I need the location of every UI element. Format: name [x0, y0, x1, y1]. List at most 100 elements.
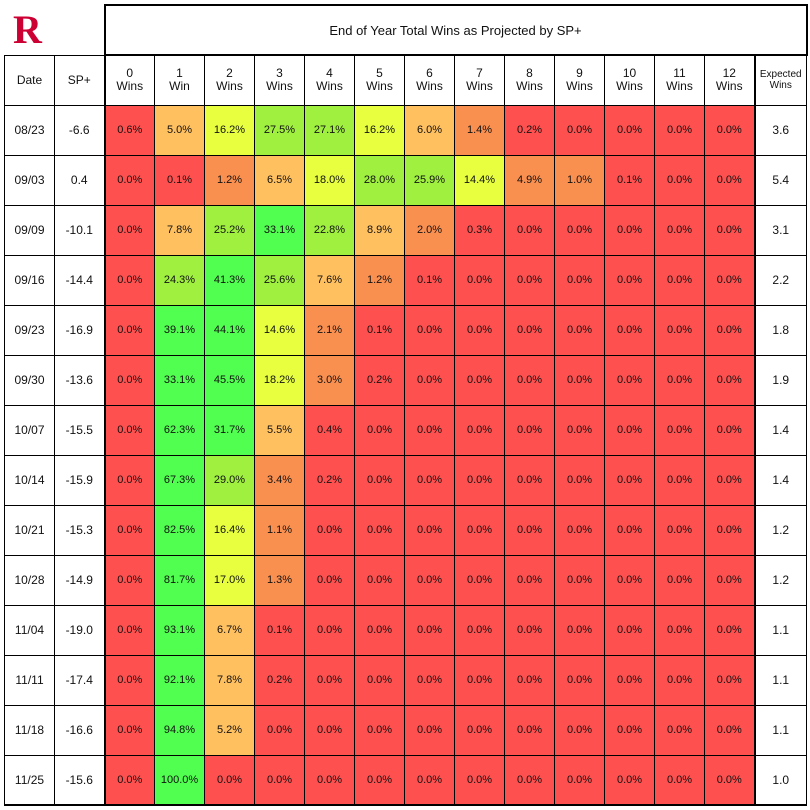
heatmap-cell: 62.3% [154, 404, 205, 456]
heatmap-cell: 1.4% [454, 104, 505, 156]
heatmap-cell: 7.8% [154, 204, 205, 256]
heatmap-cell: 0.0% [704, 604, 756, 656]
row-expected-wins: 1.2 [754, 504, 807, 556]
heatmap-cell: 0.0% [654, 654, 705, 706]
header-wins-5: 5 Wins [354, 54, 405, 106]
heatmap-cell: 1.0% [554, 154, 605, 206]
heatmap-cell: 25.9% [404, 154, 455, 206]
heatmap-cell: 0.0% [654, 204, 705, 256]
heatmap-cell: 7.8% [204, 654, 255, 706]
row-date: 09/30 [4, 354, 55, 406]
heatmap-cell: 25.6% [254, 254, 305, 306]
heatmap-cell: 0.0% [454, 704, 505, 756]
heatmap-cell: 0.0% [404, 554, 455, 606]
heatmap-cell: 0.0% [103, 754, 155, 806]
row-sp-rating: -6.6 [54, 104, 105, 156]
heatmap-cell: 0.0% [103, 304, 155, 356]
heatmap-cell: 0.0% [654, 104, 705, 156]
heatmap-cell: 8.9% [354, 204, 405, 256]
heatmap-cell: 1.2% [204, 154, 255, 206]
row-date: 10/28 [4, 554, 55, 606]
heatmap-cell: 0.0% [604, 554, 655, 606]
heatmap-cell: 22.8% [304, 204, 355, 256]
wins-heatmap-table: End of Year Total Wins as Projected by S… [4, 4, 808, 806]
heatmap-cell: 0.0% [704, 554, 756, 606]
heatmap-cell: 0.0% [354, 604, 405, 656]
heatmap-cell: 0.0% [554, 454, 605, 506]
heatmap-cell: 0.0% [103, 704, 155, 756]
row-sp-rating: -13.6 [54, 354, 105, 406]
heatmap-cell: 27.1% [304, 104, 355, 156]
heatmap-cell: 0.0% [404, 454, 455, 506]
heatmap-cell: 0.0% [604, 304, 655, 356]
header-date: Date [4, 54, 55, 106]
row-sp-rating: -15.6 [54, 754, 105, 806]
heatmap-cell: 0.0% [103, 604, 155, 656]
heatmap-cell: 0.1% [154, 154, 205, 206]
heatmap-cell: 0.0% [504, 754, 555, 806]
heatmap-cell: 0.0% [103, 654, 155, 706]
table-row: 11/04 -19.0 0.0% 93.1% 6.7% 0.1% 0.0% 0.0% 0.0% 0… [4, 604, 807, 656]
row-date: 08/23 [4, 104, 55, 156]
table-row: 09/16 -14.4 0.0% 24.3% 41.3% 25.6% 7.6% 1.2% 0.1… [4, 254, 807, 306]
heatmap-cell: 41.3% [204, 254, 255, 306]
heatmap-cell: 0.2% [304, 454, 355, 506]
heatmap-cell: 33.1% [154, 354, 205, 406]
heatmap-cell: 31.7% [204, 404, 255, 456]
heatmap-cell: 0.0% [704, 504, 756, 556]
row-sp-rating: 0.4 [54, 154, 105, 206]
heatmap-cell: 0.0% [103, 454, 155, 506]
heatmap-cell: 33.1% [254, 204, 305, 256]
heatmap-cell: 0.0% [654, 754, 705, 806]
heatmap-cell: 1.3% [254, 554, 305, 606]
heatmap-cell: 0.0% [304, 654, 355, 706]
heatmap-cell: 0.0% [704, 304, 756, 356]
heatmap-cell: 0.0% [604, 254, 655, 306]
row-sp-rating: -19.0 [54, 604, 105, 656]
header-expected-wins: Expected Wins [754, 54, 807, 106]
heatmap-cell: 0.0% [103, 154, 155, 206]
heatmap-cell: 0.0% [404, 304, 455, 356]
heatmap-cell: 0.0% [654, 454, 705, 506]
heatmap-cell: 0.1% [354, 304, 405, 356]
heatmap-cell: 0.0% [304, 604, 355, 656]
heatmap-cell: 0.0% [604, 404, 655, 456]
heatmap-cell: 44.1% [204, 304, 255, 356]
heatmap-cell: 0.0% [604, 654, 655, 706]
heatmap-cell: 0.0% [504, 354, 555, 406]
table-row: 09/03 0.4 0.0% 0.1% 1.2% 6.5% 18.0% 28.0% 25.9% 1… [4, 154, 807, 206]
heatmap-cell: 0.1% [404, 254, 455, 306]
chart-title: End of Year Total Wins as Projected by S… [103, 4, 808, 56]
row-expected-wins: 1.1 [754, 704, 807, 756]
heatmap-cell: 0.1% [254, 604, 305, 656]
row-expected-wins: 1.4 [754, 404, 807, 456]
heatmap-cell: 0.3% [454, 204, 505, 256]
heatmap-cell: 0.6% [103, 104, 155, 156]
heatmap-cell: 27.5% [254, 104, 305, 156]
heatmap-cell: 0.0% [404, 404, 455, 456]
heatmap-cell: 0.0% [103, 554, 155, 606]
row-expected-wins: 1.1 [754, 654, 807, 706]
heatmap-cell: 0.0% [504, 404, 555, 456]
row-date: 11/25 [4, 754, 55, 806]
heatmap-cell: 0.0% [454, 754, 505, 806]
heatmap-cell: 0.0% [604, 204, 655, 256]
heatmap-cell: 94.8% [154, 704, 205, 756]
rutgers-logo: R [13, 8, 43, 50]
heatmap-cell: 0.0% [354, 504, 405, 556]
heatmap-cell: 0.0% [304, 754, 355, 806]
table-row: 08/23 -6.6 0.6% 5.0% 16.2% 27.5% 27.1% 16.2% 6.0… [4, 104, 807, 156]
heatmap-cell: 0.0% [504, 504, 555, 556]
row-expected-wins: 2.2 [754, 254, 807, 306]
header-wins-1: 1 Win [154, 54, 205, 106]
heatmap-cell: 0.0% [454, 654, 505, 706]
heatmap-cell: 16.4% [204, 504, 255, 556]
row-expected-wins: 1.8 [754, 304, 807, 356]
row-expected-wins: 1.0 [754, 754, 807, 806]
heatmap-cell: 14.6% [254, 304, 305, 356]
heatmap-cell: 0.0% [704, 204, 756, 256]
heatmap-cell: 0.0% [454, 254, 505, 306]
heatmap-cell: 5.5% [254, 404, 305, 456]
heatmap-cell: 5.0% [154, 104, 205, 156]
heatmap-cell: 14.4% [454, 154, 505, 206]
